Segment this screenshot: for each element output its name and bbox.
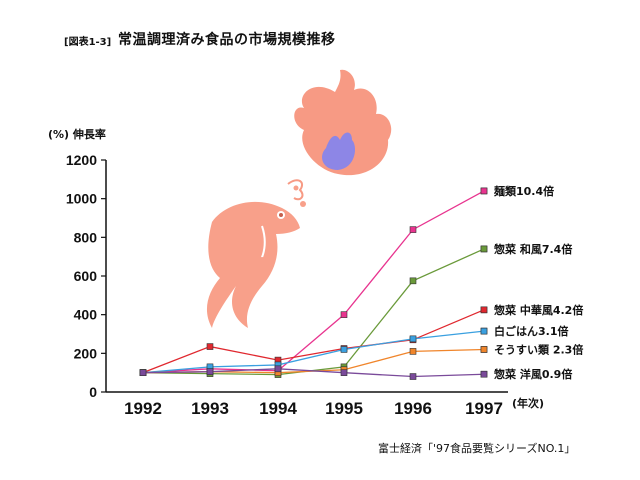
data-point (206, 343, 214, 350)
series-label-marker (480, 327, 488, 335)
x-tick-label: 1996 (394, 399, 432, 418)
chart-title: 常温調理済み食品の市場規模推移 (118, 32, 336, 48)
data-point (409, 277, 417, 285)
data-point (409, 348, 417, 355)
x-axis-unit: (年次) (512, 396, 544, 410)
x-tick-label: 1995 (325, 399, 363, 418)
x-tick-label: 1994 (259, 399, 297, 418)
x-tick-label: 1993 (191, 399, 229, 418)
series-line (142, 330, 485, 374)
series-line (142, 190, 485, 374)
data-point (409, 226, 417, 233)
x-tick-label: 1992 (124, 399, 162, 418)
y-tick-label: 800 (74, 229, 98, 245)
y-tick-label: 200 (74, 345, 98, 361)
data-point (274, 365, 282, 373)
data-point (139, 369, 147, 376)
data-point (340, 346, 348, 353)
series-label-marker (480, 306, 488, 314)
y-tick-label: 1200 (66, 152, 97, 168)
series-label: 麺類10.4倍 (493, 184, 554, 198)
data-point (340, 311, 348, 318)
series-label-marker (480, 187, 488, 195)
series-label: 惣菜 洋風0.9倍 (494, 367, 572, 381)
data-point (409, 335, 417, 343)
series-label: 白ごはん3.1倍 (494, 324, 569, 338)
series-label-marker (480, 370, 488, 378)
y-tick-label: 400 (74, 307, 98, 323)
salmon-flame-illustration (206, 69, 392, 328)
y-tick-label: 0 (89, 384, 97, 400)
series-line (142, 309, 485, 374)
figure-label: [図表1-3] (64, 37, 112, 48)
y-tick-label: 1000 (66, 191, 97, 207)
series-label: 惣菜 中華風4.2倍 (494, 303, 583, 317)
series-line (142, 248, 485, 376)
y-axis-label: (%) 伸長率 (48, 127, 106, 141)
y-tick-label: 600 (74, 268, 98, 284)
series-label-marker (480, 245, 488, 253)
series-label: そうすい類 2.3倍 (494, 342, 583, 356)
data-point (409, 373, 417, 380)
series-label-marker (480, 346, 488, 353)
data-point (340, 369, 348, 376)
data-point (206, 368, 214, 376)
x-tick-label: 1997 (465, 399, 503, 418)
source-note: 富士経済「'97食品要覧シリーズNO.1」 (378, 442, 576, 455)
series-label: 惣菜 和風7.4倍 (494, 242, 572, 256)
series-line (142, 368, 485, 378)
